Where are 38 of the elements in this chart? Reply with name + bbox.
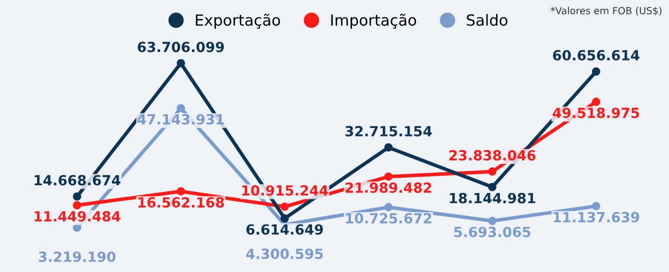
point — [488, 216, 496, 226]
point — [72, 201, 82, 210]
data-label: 23.838.046 — [449, 150, 536, 161]
data-label: 21.989.482 — [346, 182, 432, 193]
data-label: 63.706.099 — [138, 42, 224, 52]
point — [280, 202, 289, 211]
data-label: 10.725.672 — [346, 213, 432, 224]
point — [72, 192, 82, 201]
data-label: 49.518.975 — [552, 108, 640, 118]
data-label: 18.144.981 — [450, 192, 536, 204]
data-label: 32.715.154 — [345, 126, 432, 136]
legend-label: Importação — [331, 14, 416, 29]
data-label: 60.656.614 — [553, 50, 640, 61]
point — [176, 104, 186, 112]
point — [592, 202, 600, 210]
data-label: 11.137.639 — [554, 212, 640, 222]
data-label: 11.449.484 — [34, 211, 120, 222]
point — [384, 203, 393, 212]
data-label: 47.143.931 — [138, 114, 224, 125]
data-label: 16.562.168 — [138, 197, 224, 208]
point — [176, 59, 186, 68]
point — [592, 98, 600, 106]
data-label: 3.219.190 — [38, 251, 116, 262]
point — [176, 187, 186, 196]
data-label: 5.693.065 — [454, 226, 530, 238]
point — [488, 167, 496, 176]
data-label: 6.614.649 — [246, 224, 323, 235]
data-label: 4.300.595 — [246, 248, 323, 260]
text: *Valores em FOB (US$) — [550, 6, 662, 16]
legend-label: Exportação — [196, 14, 280, 29]
point — [592, 67, 600, 76]
data-label: 10.915.244 — [242, 185, 328, 196]
point — [488, 182, 496, 192]
point — [384, 172, 393, 181]
point — [384, 143, 393, 152]
data-label: 14.668.674 — [34, 174, 120, 186]
legend-label: Saldo — [466, 14, 508, 26]
point — [280, 214, 289, 223]
